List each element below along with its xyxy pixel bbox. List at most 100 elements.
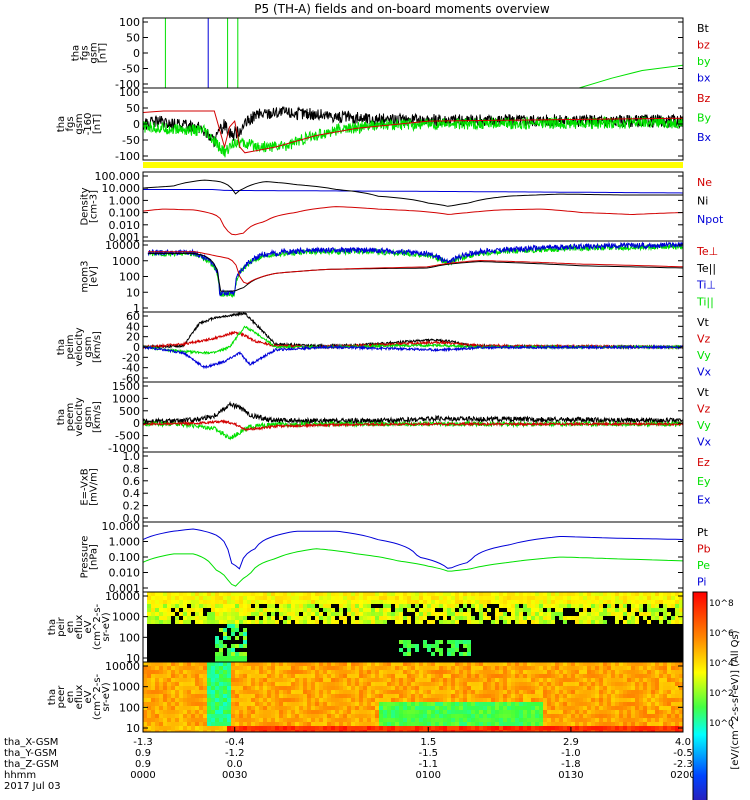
series-pressure-pi	[143, 528, 683, 570]
ylabel-fgs: [nT]	[98, 43, 109, 63]
series-temperature-ti-	[147, 241, 683, 297]
ytick-label-peim_velocity: -20	[122, 351, 140, 364]
ytick-label-peim_velocity: 0	[133, 341, 140, 354]
panel-pressure: 10.000 1.000 0.100 0.010 0.001 Pressure[nPa] P…	[80, 520, 711, 595]
legend-fgs_ssl-bz: Bz	[697, 92, 711, 105]
ylabel-peem_velocity: gsm	[83, 406, 94, 427]
colorbar-tick: 10^6	[709, 629, 734, 639]
ylabel-peim_velocity: [km/s]	[92, 331, 103, 363]
ylabel-peer: peer	[56, 685, 67, 709]
colorbar-tick: 10^4	[709, 659, 734, 669]
ylabel-peem_velocity: velocity	[74, 397, 85, 436]
legend-peim_velocity-vz: Vz	[697, 333, 711, 346]
xaxis-row-value: -1.8	[561, 759, 581, 770]
ytick-label-peer: 10000	[105, 660, 140, 673]
xaxis-row-value: 0130	[558, 770, 583, 781]
quality-flag-bar	[143, 162, 683, 168]
ylabel-fgs: gsm	[89, 42, 100, 63]
ylabel-fgs_ssl: [nT]	[92, 114, 103, 134]
xaxis-row-value: -1.2	[225, 748, 245, 759]
legend-temperature-te-: Te||	[696, 262, 716, 275]
legend-fgs_ssl-by: By	[697, 111, 712, 124]
ytick-label-efield: 1.0	[123, 450, 141, 463]
ytick-label-pressure: 0.100	[109, 551, 141, 564]
ytick-label-efield: 0.8	[123, 462, 141, 475]
legend-temperature-ti-: Ti⊥	[696, 279, 716, 292]
xaxis-row-value: 4.0	[675, 737, 691, 748]
ytick-label-efield: 0.4	[123, 487, 141, 500]
x-axis-block: tha_X-GSM -1.3 -0.4 1.5 2.9 4.0 tha_Y-GSM 0.9 -1…	[4, 727, 696, 792]
xaxis-row-value: -0.5	[673, 748, 693, 759]
xaxis-row-label: hhmm	[4, 770, 36, 781]
ytick-label-pressure: 10.000	[102, 520, 141, 533]
ylabel-pressure: Pressure	[80, 536, 91, 579]
ytick-label-peem_velocity: 500	[119, 405, 140, 418]
series-peem_velocity-vt	[143, 400, 683, 426]
ytick-label-fgs: 0	[133, 47, 140, 60]
colorbar: [eV/(cm^2-s-sr-eV)] (All Qs) 10^8 10^6 10^…	[692, 591, 741, 800]
ytick-label-fgs_ssl: 100	[119, 86, 140, 99]
series-peim_velocity-vz	[143, 330, 683, 350]
legend-fgs-bx: bx	[697, 72, 711, 85]
legend-efield-ex: Ex	[697, 494, 711, 507]
plot-area-pressure	[143, 528, 683, 587]
ylabel-fgs: tha	[71, 45, 82, 61]
legend-peim_velocity-vx: Vx	[697, 366, 712, 379]
ytick-label-fgs: -50	[122, 63, 140, 76]
xaxis-row-value: -1.0	[561, 748, 581, 759]
legend-peem_velocity-vx: Vx	[697, 436, 712, 449]
frame-peer	[142, 661, 684, 733]
ytick-label-fgs_ssl: 50	[126, 102, 140, 115]
ylabel-peem_velocity: [km/s]	[92, 401, 103, 433]
series-density-ne	[143, 206, 683, 236]
legend-pressure-pt: Pt	[697, 526, 709, 539]
xaxis-row-value: -1.3	[133, 737, 153, 748]
ytick-label-temperature: 10	[126, 286, 140, 299]
legend-efield-ey: Ey	[697, 475, 711, 488]
ytick-label-fgs: -100	[115, 78, 140, 91]
ylabel-peir: sr-eV)	[101, 612, 112, 641]
ytick-label-peem_velocity: 1000	[112, 392, 140, 405]
ylabel-peem_velocity: tha	[56, 409, 67, 425]
ytick-label-pressure: 0.001	[109, 582, 141, 595]
ytick-label-density: 0.001	[109, 231, 141, 244]
legend-peem_velocity-vt: Vt	[697, 386, 710, 399]
ylabel-peim_velocity: gsm	[83, 336, 94, 357]
frame-peem_velocity	[142, 381, 684, 453]
ylabel-pressure: [nPa]	[89, 544, 100, 570]
ytick-label-efield: 0.0	[123, 512, 141, 525]
legend-pressure-pe: Pe	[697, 559, 710, 572]
ylabel-peir: peir	[56, 616, 67, 636]
series-pressure-pe	[143, 548, 683, 587]
ylabel-peir: eflux	[74, 615, 85, 640]
ytick-label-density: 0.100	[109, 207, 141, 220]
ytick-label-temperature: 10000	[105, 239, 140, 252]
ytick-label-peim_velocity: 20	[126, 331, 140, 344]
xaxis-row-value: 0000	[130, 770, 155, 781]
xaxis-row-label: tha_X-GSM	[4, 737, 58, 748]
colorbar-tick: 10^0	[709, 719, 734, 729]
ylabel-density: Density	[80, 187, 91, 225]
ylabel-peim_velocity: tha	[56, 339, 67, 355]
ytick-label-density: 100.000	[95, 170, 141, 183]
ylabel-fgs_ssl: tha	[56, 116, 67, 132]
xaxis-row-value: 0200	[670, 770, 695, 781]
ytick-label-peim_velocity: -60	[122, 372, 140, 385]
series-density-npot	[143, 189, 683, 194]
series-temperature-te-	[148, 252, 683, 292]
xaxis-row-value: 0.9	[135, 748, 151, 759]
legend-peem_velocity-vz: Vz	[697, 403, 711, 416]
panel-peir: 10000 1000 100 10 thapeirenefluxeV(cm^2-s-sr…	[47, 590, 684, 665]
legend-fgs-by: by	[697, 55, 711, 68]
ylabel-peer: en	[65, 691, 76, 704]
ytick-label-efield: 0.6	[123, 475, 141, 488]
xaxis-row-value: -2.3	[673, 759, 693, 770]
ytick-label-peem_velocity: -500	[115, 430, 140, 443]
legend-pressure-pi: Pi	[697, 576, 706, 589]
ylabel-peem_velocity: peem	[65, 403, 76, 431]
xaxis-row-value: 2.9	[563, 737, 579, 748]
